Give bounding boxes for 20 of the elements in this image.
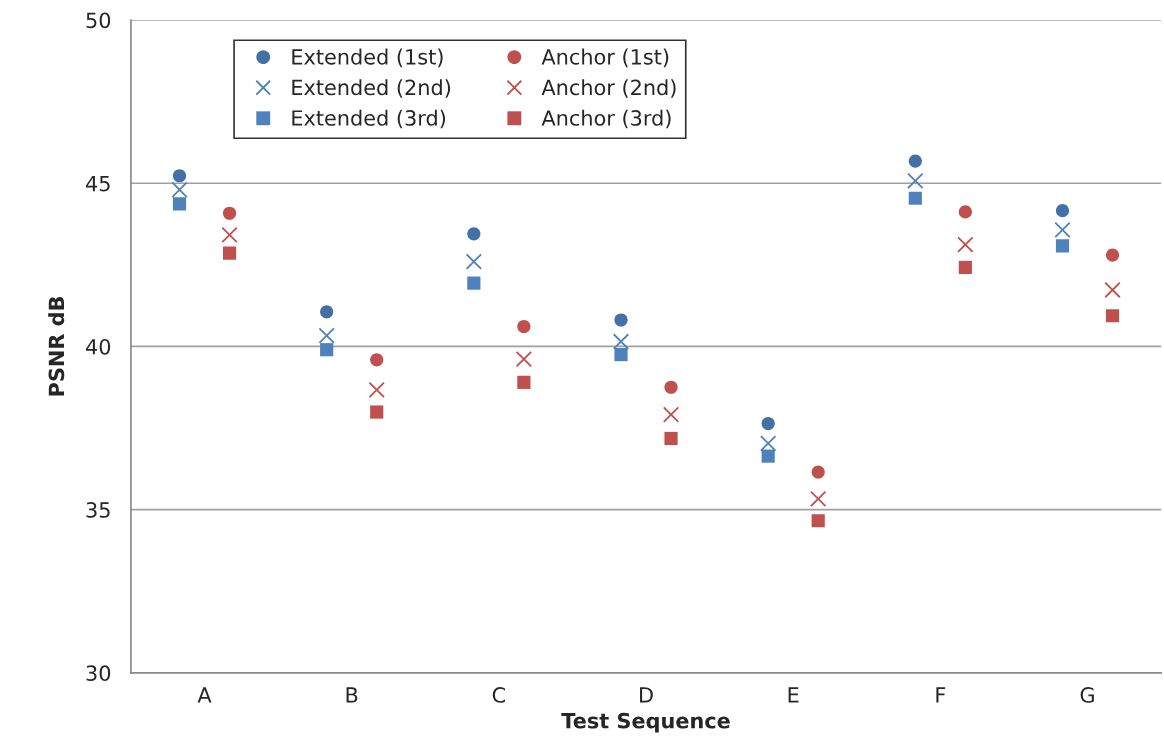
legend-label: Extended (1st) <box>292 48 443 68</box>
legend-label: Anchor (2nd) <box>541 79 676 98</box>
x-tick-label: B <box>346 687 358 703</box>
legend-label: Anchor (1st) <box>541 48 669 68</box>
legend-label: Extended (3rd) <box>292 109 446 129</box>
y-axis-title: PSNR dB <box>48 297 65 396</box>
legend-label: Extended (2nd) <box>292 79 451 98</box>
y-tick-label: 45 <box>86 175 110 192</box>
x-tick-label: C <box>492 687 505 703</box>
legend-label: Anchor (3rd) <box>541 109 671 129</box>
x-tick-label: A <box>197 687 212 703</box>
y-tick-label: 40 <box>86 338 111 355</box>
x-tick-label: E <box>788 687 799 703</box>
y-tick-label: 50 <box>86 12 111 29</box>
y-tick-label: 30 <box>86 665 111 682</box>
x-tick-label: D <box>640 687 653 703</box>
y-tick-label: 35 <box>86 502 110 518</box>
x-tick-label: F <box>936 687 946 703</box>
x-axis-title: Test Sequence <box>561 712 730 733</box>
x-tick-label: G <box>1080 687 1094 703</box>
